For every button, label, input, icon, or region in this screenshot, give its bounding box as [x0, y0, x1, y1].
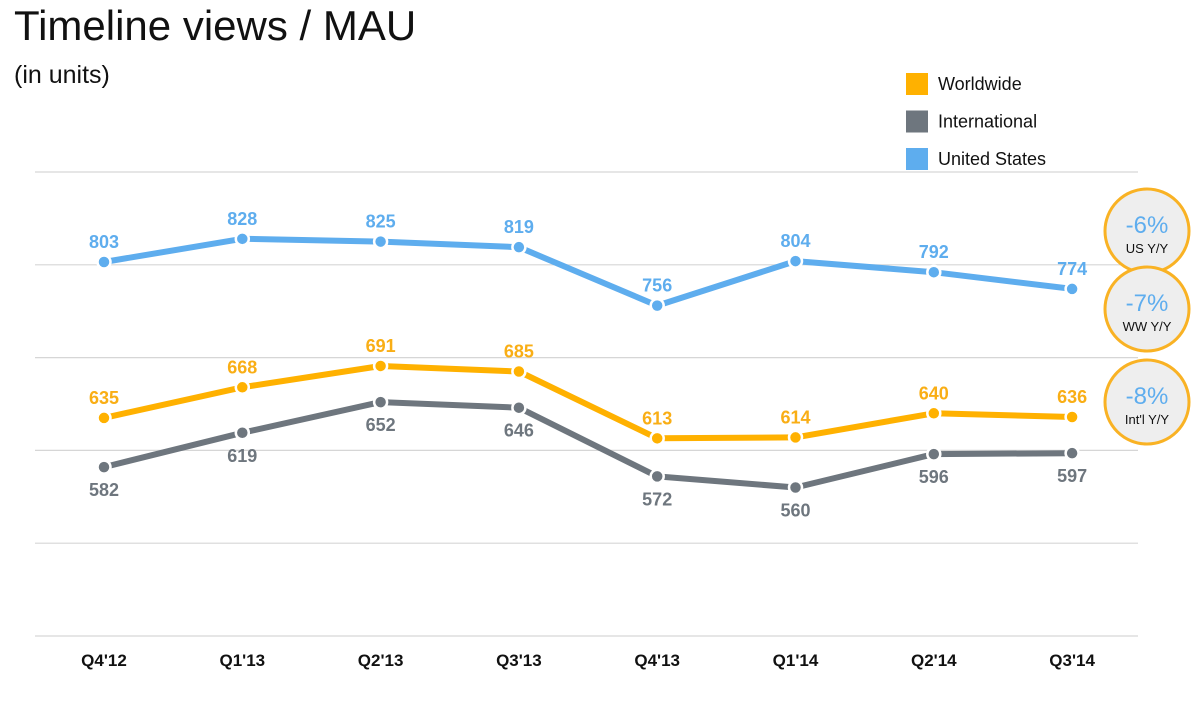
data-label: 691 [366, 336, 396, 356]
data-point [372, 358, 389, 374]
badge-us: -6% US Y/Y [1103, 187, 1191, 275]
badge-circle [1103, 265, 1191, 353]
data-point [96, 254, 112, 270]
badge-label: Int'l Y/Y [1125, 412, 1169, 427]
series-intl: 582 619 652 646 572 560 596 597 [89, 394, 1087, 521]
x-tick-label: Q1'13 [219, 651, 265, 670]
x-tick-label: Q3'14 [1049, 651, 1095, 670]
data-label: 803 [89, 232, 119, 252]
data-label: 668 [227, 357, 257, 377]
data-label: 636 [1057, 387, 1087, 407]
page-title: Timeline views / MAU [14, 2, 417, 49]
legend-swatch [906, 110, 928, 133]
badge-circle [1103, 358, 1191, 446]
x-axis-ticks: Q4'12 Q1'13 Q2'13 Q3'13 Q4'13 Q1'14 Q2'14 Q3'14 [81, 651, 1095, 670]
gridlines [35, 171, 1138, 637]
data-label: 756 [642, 276, 672, 296]
badge-intl: -8% Int'l Y/Y [1103, 358, 1191, 446]
series-line-ww [101, 363, 1076, 442]
data-point [511, 239, 527, 255]
data-label: 613 [642, 408, 672, 428]
legend: Worldwide International United States [906, 73, 1046, 170]
data-label: 635 [89, 388, 119, 408]
data-point [372, 233, 389, 250]
badge-label: WW Y/Y [1123, 319, 1172, 334]
data-point [787, 429, 804, 446]
data-point [787, 253, 804, 269]
badge-label: US Y/Y [1126, 241, 1169, 256]
x-tick-label: Q4'13 [634, 651, 680, 670]
data-point [649, 297, 665, 314]
data-label: 819 [504, 217, 534, 237]
data-point [1064, 409, 1080, 425]
x-tick-label: Q4'12 [81, 651, 127, 670]
data-point [511, 399, 527, 416]
x-tick-label: Q2'13 [358, 651, 404, 670]
data-label: 596 [919, 467, 949, 487]
data-label: 619 [227, 446, 257, 466]
data-label: 828 [227, 209, 257, 229]
data-label: 804 [780, 231, 810, 251]
x-tick-label: Q2'14 [911, 651, 957, 670]
badge-value: -7% [1126, 290, 1169, 317]
data-point [1064, 281, 1080, 297]
data-label: 572 [642, 489, 672, 509]
badge-value: -8% [1126, 383, 1169, 410]
yoy-badges: -6% US Y/Y -7% WW Y/Y -8% Int'l Y/Y [1103, 187, 1191, 446]
data-point [234, 379, 251, 396]
legend-swatch [906, 73, 928, 95]
series-ww: 635 668 691 685 613 614 640 636 [89, 336, 1087, 447]
data-label: 685 [504, 342, 534, 362]
data-label: 560 [780, 501, 810, 521]
data-point [926, 405, 942, 422]
data-point [926, 264, 942, 280]
data-label: 582 [89, 480, 119, 500]
legend-label: International [938, 112, 1037, 132]
data-label: 652 [366, 415, 396, 435]
data-point [234, 425, 251, 441]
data-label: 597 [1057, 466, 1087, 486]
data-label: 614 [780, 407, 810, 427]
data-point [96, 410, 112, 426]
data-point [96, 459, 112, 475]
data-label: 646 [504, 421, 534, 441]
data-point [787, 479, 804, 496]
data-label: 774 [1057, 259, 1087, 279]
data-label: 640 [919, 383, 949, 403]
data-point [649, 468, 665, 485]
series-line-us [101, 235, 1076, 309]
badge-ww: -7% WW Y/Y [1103, 265, 1191, 353]
series-line-intl [101, 399, 1076, 491]
data-point [649, 430, 665, 447]
badge-value: -6% [1126, 212, 1169, 239]
data-point [1064, 445, 1080, 461]
legend-label: Worldwide [938, 74, 1022, 94]
x-tick-label: Q1'14 [773, 651, 819, 670]
data-label: 792 [919, 242, 949, 262]
data-label: 825 [366, 212, 396, 232]
data-point [926, 446, 942, 462]
data-point [511, 363, 527, 380]
x-tick-label: Q3'13 [496, 651, 542, 670]
data-point [234, 231, 251, 247]
data-point [372, 394, 389, 410]
series-us: 803 828 825 819 756 804 792 774 [89, 209, 1087, 314]
legend-label: United States [938, 149, 1046, 169]
legend-swatch [906, 148, 928, 170]
page-subtitle: (in units) [14, 61, 110, 89]
